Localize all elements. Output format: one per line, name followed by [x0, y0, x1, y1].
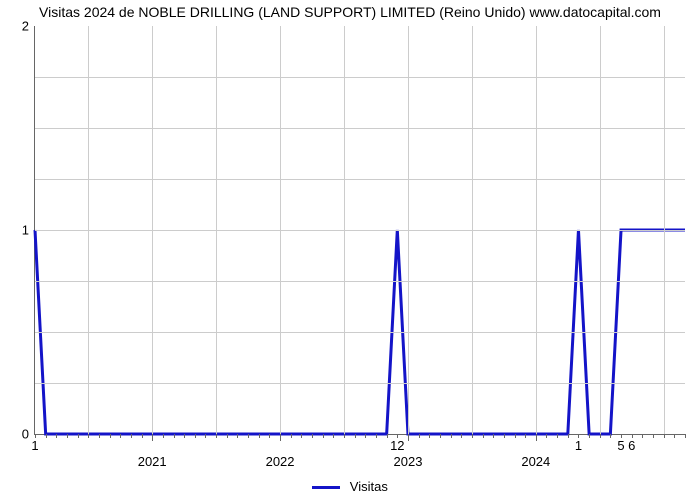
x-tick-minor	[600, 434, 601, 438]
x-tick-minor	[440, 434, 441, 438]
gridline-v	[152, 26, 153, 434]
x-tick-label: 5	[617, 438, 624, 453]
x-tick-minor	[589, 434, 590, 438]
chart-title: Visitas 2024 de NOBLE DRILLING (LAND SUP…	[0, 4, 700, 20]
x-tick-label: 2024	[521, 454, 550, 469]
x-tick-minor	[312, 434, 313, 438]
x-tick-minor	[110, 434, 111, 438]
x-tick-minor	[642, 434, 643, 438]
x-tick-major	[152, 434, 153, 441]
x-tick-minor	[248, 434, 249, 438]
x-tick-minor	[56, 434, 57, 438]
x-tick-minor	[461, 434, 462, 438]
x-tick-minor	[483, 434, 484, 438]
x-tick-minor	[472, 434, 473, 438]
x-tick-minor	[259, 434, 260, 438]
x-tick-major	[408, 434, 409, 441]
x-tick-minor	[142, 434, 143, 438]
x-tick-label: 6	[628, 438, 635, 453]
x-tick-label: 1	[31, 438, 38, 453]
x-tick-major	[536, 434, 537, 441]
gridline-v	[280, 26, 281, 434]
gridline-h-minor	[35, 77, 685, 78]
x-tick-minor	[515, 434, 516, 438]
x-tick-label: 1	[575, 438, 582, 453]
plot-area: 0121202120221220232024156	[34, 26, 685, 435]
gridline-h	[35, 230, 685, 231]
gridline-v	[536, 26, 537, 434]
x-tick-minor	[131, 434, 132, 438]
x-tick-minor	[227, 434, 228, 438]
x-tick-minor	[269, 434, 270, 438]
x-tick-minor	[376, 434, 377, 438]
x-tick-label: 2023	[394, 454, 423, 469]
x-tick-minor	[365, 434, 366, 438]
x-tick-minor	[237, 434, 238, 438]
gridline-v	[344, 26, 345, 434]
y-tick-label: 1	[22, 223, 29, 238]
x-tick-minor	[664, 434, 665, 438]
gridline-v	[600, 26, 601, 434]
x-tick-label: 2022	[266, 454, 295, 469]
x-tick-minor	[163, 434, 164, 438]
x-tick-minor	[387, 434, 388, 438]
x-tick-minor	[291, 434, 292, 438]
x-tick-minor	[419, 434, 420, 438]
x-tick-minor	[610, 434, 611, 438]
x-tick-minor	[429, 434, 430, 438]
x-tick-minor	[323, 434, 324, 438]
legend-label: Visitas	[350, 479, 388, 494]
gridline-h-minor	[35, 332, 685, 333]
gridline-v	[216, 26, 217, 434]
x-tick-minor	[46, 434, 47, 438]
x-tick-minor	[568, 434, 569, 438]
x-tick-minor	[67, 434, 68, 438]
x-tick-minor	[195, 434, 196, 438]
y-tick-label: 2	[22, 19, 29, 34]
x-tick-minor	[174, 434, 175, 438]
x-tick-minor	[557, 434, 558, 438]
x-tick-minor	[685, 434, 686, 438]
x-tick-minor	[674, 434, 675, 438]
x-tick-minor	[184, 434, 185, 438]
gridline-h-minor	[35, 383, 685, 384]
x-tick-minor	[99, 434, 100, 438]
x-tick-minor	[344, 434, 345, 438]
x-tick-label: 2021	[138, 454, 167, 469]
gridline-h-minor	[35, 281, 685, 282]
gridline-v	[472, 26, 473, 434]
x-tick-minor	[78, 434, 79, 438]
x-tick-label: 12	[390, 438, 404, 453]
legend-swatch	[312, 486, 340, 489]
x-tick-major	[280, 434, 281, 441]
x-tick-minor	[333, 434, 334, 438]
chart-container: Visitas 2024 de NOBLE DRILLING (LAND SUP…	[0, 0, 700, 500]
x-tick-minor	[493, 434, 494, 438]
gridline-v	[408, 26, 409, 434]
x-tick-minor	[504, 434, 505, 438]
x-tick-minor	[451, 434, 452, 438]
x-tick-minor	[301, 434, 302, 438]
x-tick-minor	[546, 434, 547, 438]
gridline-v	[88, 26, 89, 434]
gridline-h-minor	[35, 179, 685, 180]
x-tick-minor	[88, 434, 89, 438]
y-tick-label: 0	[22, 427, 29, 442]
x-tick-minor	[355, 434, 356, 438]
x-tick-minor	[120, 434, 121, 438]
gridline-v	[664, 26, 665, 434]
x-tick-minor	[525, 434, 526, 438]
x-tick-minor	[205, 434, 206, 438]
x-tick-minor	[216, 434, 217, 438]
x-tick-minor	[653, 434, 654, 438]
gridline-h-minor	[35, 128, 685, 129]
legend: Visitas	[0, 479, 700, 494]
